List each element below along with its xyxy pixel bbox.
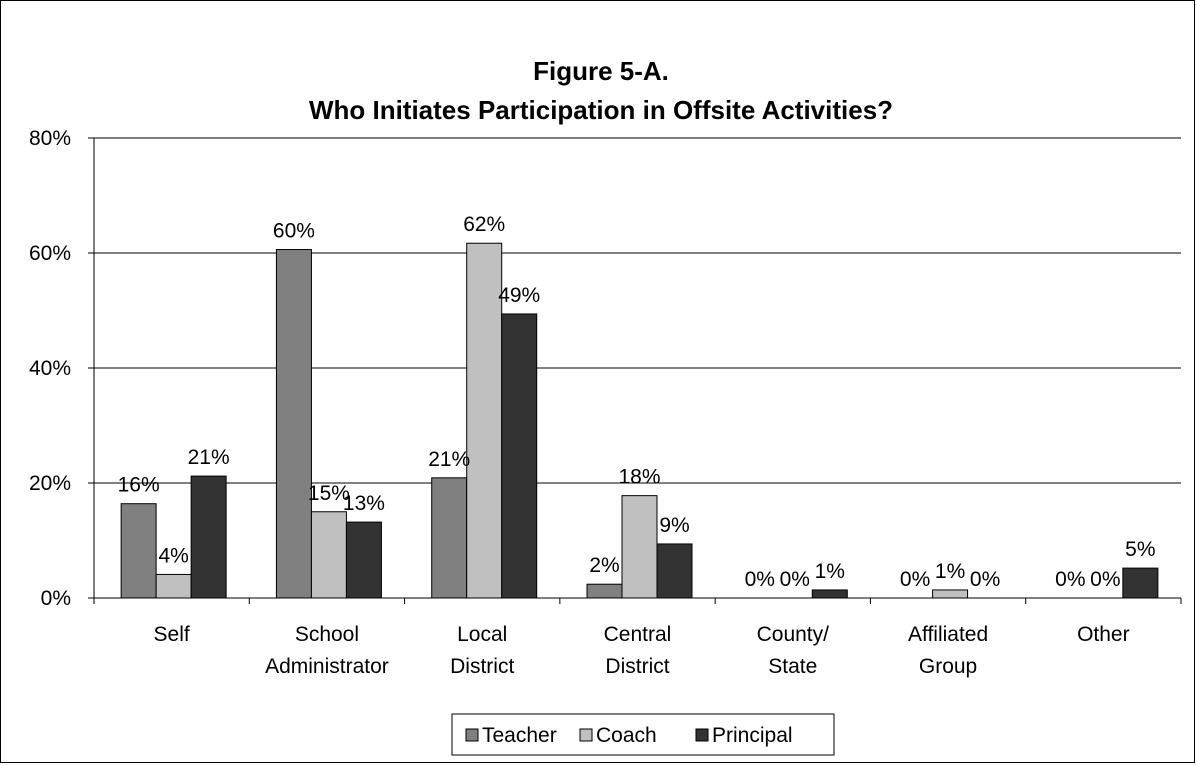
category-label: Other [1077, 623, 1130, 646]
category-label: District [605, 655, 669, 678]
data-label: 16% [118, 474, 160, 497]
data-label: 0% [1090, 568, 1120, 591]
category-label: State [768, 655, 817, 678]
y-tick-label: 40% [29, 357, 71, 380]
y-tick-label: 60% [29, 242, 71, 265]
data-label: 0% [1055, 568, 1085, 591]
y-tick-label: 80% [29, 127, 71, 150]
bar-principal [190, 475, 227, 599]
category-label: Local [457, 623, 507, 646]
bar-principal [1122, 567, 1159, 599]
gridlines [94, 137, 1181, 484]
data-label: 13% [343, 492, 385, 515]
bar-teacher [275, 249, 312, 599]
legend-label-coach: Coach [596, 724, 657, 747]
legend-swatch-teacher [465, 728, 479, 742]
data-label: 5% [1125, 538, 1155, 561]
data-label: 1% [935, 560, 965, 583]
bar-principal [811, 589, 848, 599]
data-label: 2% [589, 554, 619, 577]
data-label: 62% [463, 213, 505, 236]
data-label: 18% [618, 466, 660, 489]
data-label: 49% [498, 284, 540, 307]
chart-title-line-2: Who Initiates Participation in Offsite A… [309, 95, 893, 125]
y-tick-labels: 0% 20% 40% 60% 80% [29, 127, 71, 610]
bar-principal [656, 543, 693, 599]
bar-principal [501, 313, 538, 599]
bar-principal [345, 521, 382, 599]
category-label: Administrator [265, 655, 389, 678]
bar-teacher [586, 583, 623, 599]
bar-teacher [431, 477, 468, 599]
data-labels: 16%4%21%60%15%13%21%62%49%2%18%9%0% 0% 1% 0… [118, 213, 1156, 591]
category-label: District [450, 655, 514, 678]
category-label: Self [154, 623, 190, 646]
bar-coach [621, 495, 658, 599]
data-label: 0% [780, 568, 810, 591]
bar-teacher [120, 503, 157, 599]
category-label: School [295, 623, 359, 646]
legend-label-principal: Principal [712, 724, 793, 747]
data-label: 0% [745, 568, 775, 591]
data-label: 60% [273, 220, 315, 243]
legend-box [451, 713, 835, 756]
data-label: 9% [659, 514, 689, 537]
data-label: 15% [308, 482, 350, 505]
bars [120, 242, 1159, 599]
y-tick-label: 0% [41, 587, 71, 610]
legend-swatch-principal [695, 728, 709, 742]
bar-coach [310, 511, 347, 599]
category-label: Affiliated [908, 623, 988, 646]
legend: Teacher Coach Principal [451, 713, 835, 756]
category-label: County/ [757, 623, 830, 646]
y-tick-label: 20% [29, 472, 71, 495]
data-label: 21% [428, 448, 470, 471]
chart-title-line-1: Figure 5-A. [533, 56, 669, 86]
legend-label-teacher: Teacher [482, 724, 557, 747]
data-label: 21% [188, 446, 230, 469]
data-label: 0% [900, 568, 930, 591]
bar-coach [932, 589, 969, 599]
category-label: Central [604, 623, 672, 646]
category-labels: Self School Administrator Local District Cent… [154, 623, 1130, 678]
bar-coach [466, 242, 503, 599]
data-label: 0% [970, 568, 1000, 591]
category-label: Group [919, 655, 977, 678]
data-label: 4% [158, 544, 188, 567]
data-label: 1% [815, 560, 845, 583]
legend-swatch-coach [579, 728, 593, 742]
bar-coach [155, 573, 192, 599]
axes [88, 137, 1182, 604]
